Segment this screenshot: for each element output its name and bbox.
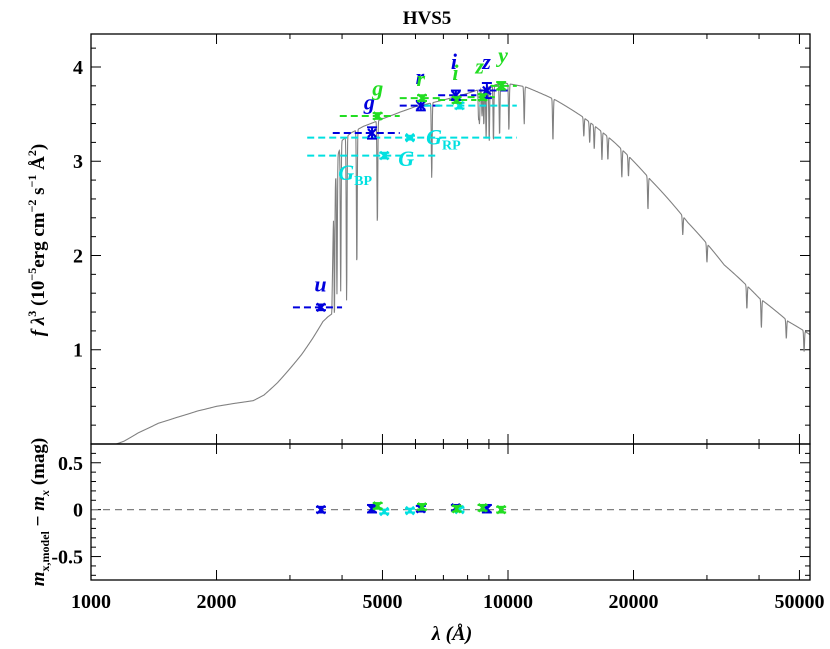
band-label-panstarrs-y: y — [495, 42, 508, 67]
bottom-y-tick-label: 0 — [73, 500, 83, 522]
top-y-axis-label: f λ3 (10−5erg cm−2 s−1 Å2) — [25, 144, 49, 336]
bottom-y-tick-label: 0.5 — [58, 453, 83, 475]
x-tick-label: 20000 — [609, 591, 659, 613]
bottom-panel-frame — [90, 443, 811, 581]
x-axis-label: λ (Å) — [431, 623, 473, 645]
band-label-panstarrs-r: r — [417, 66, 426, 91]
band-label-gaia-G_RP: GRP — [426, 124, 461, 153]
photometry-point-panstarrs-r — [417, 93, 427, 103]
top-y-tick-labels: 1 2 3 4 — [73, 57, 83, 362]
band-label-gaia-G: G — [398, 146, 414, 171]
band-label-sdss-u: u — [314, 271, 326, 296]
bottom-y-tick-labels: 0.5 0 -0.5 — [51, 453, 83, 569]
residual-point-panstarrs — [417, 502, 427, 512]
photometry-point-panstarrs-g — [372, 111, 383, 121]
top-y-tick-label: 2 — [73, 245, 83, 267]
band-label-sdss-z: z — [481, 49, 491, 74]
residual-points — [315, 501, 507, 517]
photometry-point-panstarrs-z — [477, 92, 488, 102]
residual-point-sdss — [367, 503, 377, 514]
bottom-panel-ticks — [90, 443, 810, 580]
top-y-tick-label: 3 — [73, 151, 83, 173]
bottom-y-tick-label: -0.5 — [51, 547, 83, 569]
top-panel-plot-area — [116, 81, 810, 444]
photometry-point-sdss-g — [367, 128, 377, 138]
x-tick-labels: 1000 2000 5000 10000 20000 50000 — [71, 591, 824, 613]
residual-point-panstarrs — [496, 504, 506, 515]
x-axis-label-text: λ (Å) — [431, 623, 473, 645]
photometry-point-panstarrs-y — [496, 81, 506, 91]
band-label-panstarrs-i: i — [452, 60, 459, 85]
chart-title: HVS5 — [403, 8, 452, 29]
x-tick-label: 50000 — [774, 591, 824, 613]
x-tick-label: 5000 — [362, 591, 402, 613]
band-label-gaia-G_BP: GBP — [338, 160, 372, 189]
bottom-panel: 0.5 0 -0.5 1000 2000 5000 10000 20000 50000 — [51, 443, 824, 613]
top-y-tick-label: 4 — [73, 57, 83, 79]
band-label-sdss-i: i — [451, 49, 458, 74]
top-y-tick-label: 1 — [73, 340, 83, 362]
top-panel-ticks — [90, 34, 810, 444]
x-tick-label: 2000 — [197, 591, 237, 613]
residual-point-panstarrs — [451, 503, 462, 514]
residual-point-sdss — [316, 504, 326, 515]
band-label-sdss-r: r — [416, 64, 425, 89]
band-label-panstarrs-g: g — [371, 75, 383, 100]
photometry-point-gaia-G — [405, 132, 415, 143]
photometry-point-gaia-G_BP — [379, 150, 390, 161]
x-tick-label: 1000 — [71, 591, 111, 613]
residual-point-panstarrs — [477, 503, 488, 513]
photometry-point-panstarrs-i — [451, 95, 462, 105]
x-tick-label: 10000 — [483, 591, 533, 613]
bottom-y-axis-label: mx,model − mx (mag) — [28, 438, 52, 586]
band-label-sdss-g: g — [363, 89, 375, 114]
residual-point-panstarrs — [372, 501, 383, 511]
photometry-points — [315, 81, 507, 313]
photometry-point-sdss-z — [482, 85, 492, 96]
residual-point-gaia — [405, 505, 415, 516]
band-label-panstarrs-z: z — [474, 54, 484, 79]
photometry-point-sdss-u — [316, 302, 326, 313]
photometry-point-sdss-r — [416, 100, 426, 111]
